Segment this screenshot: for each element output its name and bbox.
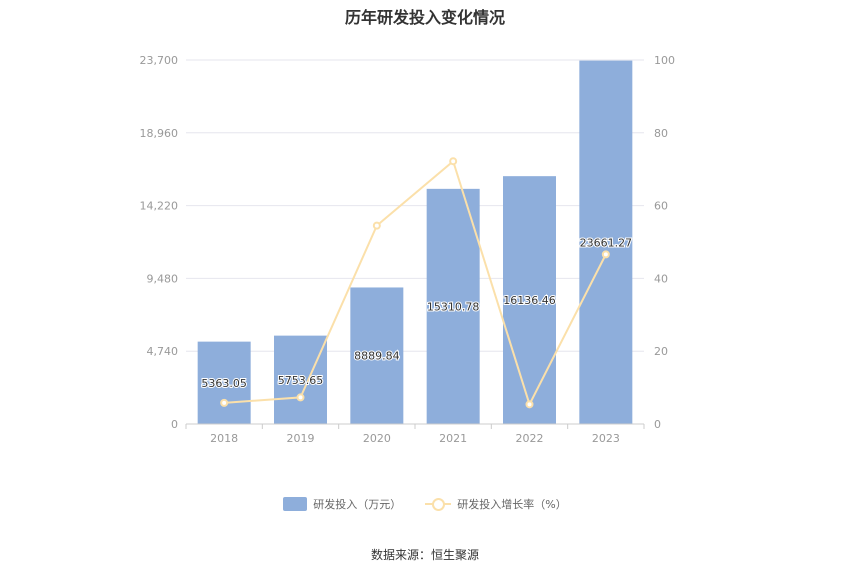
bar-series — [197, 60, 633, 424]
y-left-tick-label: 4,740 — [147, 345, 179, 358]
growth-point — [220, 398, 229, 407]
x-tick-label: 2021 — [439, 432, 467, 445]
legend-bar-label: 研发投入（万元） — [313, 498, 402, 511]
x-tick-label: 2020 — [363, 432, 391, 445]
legend-line-swatch — [425, 497, 452, 511]
legend-bar-swatch — [283, 497, 308, 511]
y-left-tick-label: 23,700 — [140, 54, 179, 67]
bar-value-label: 16136.46 — [503, 294, 556, 307]
y-left-tick-label: 9,480 — [147, 272, 179, 285]
bar-value-label: 15310.78 — [427, 300, 480, 313]
bar — [503, 176, 556, 424]
bar-value-label: 5363.05 — [201, 377, 247, 390]
chart-title: 历年研发投入变化情况 — [344, 8, 505, 27]
x-tick-label: 2022 — [516, 432, 544, 445]
x-tick-label: 2018 — [210, 432, 238, 445]
y-right-tick-label: 20 — [654, 345, 668, 358]
y-right-tick-label: 60 — [654, 200, 668, 213]
bar-value-label: 5753.65 — [278, 374, 324, 387]
growth-point — [296, 393, 305, 402]
y-right-tick-label: 0 — [654, 418, 661, 431]
growth-point — [372, 221, 381, 230]
x-tick-label: 2019 — [287, 432, 315, 445]
x-tick-label: 2023 — [592, 432, 620, 445]
growth-point — [449, 157, 458, 166]
line-series — [220, 157, 610, 409]
legend-item-line[interactable]: 研发投入增长率（%） — [425, 496, 567, 512]
bar-value-label: 8889.84 — [354, 350, 400, 363]
bar — [197, 341, 251, 424]
growth-point — [525, 400, 534, 409]
bar — [426, 188, 480, 424]
y-left-tick-label: 18,960 — [140, 127, 179, 140]
y-right-tick-label: 80 — [654, 127, 668, 140]
left-axis: 0 4,740 9,480 14,220 18,960 23,700 — [140, 54, 179, 431]
y-right-tick-label: 40 — [654, 272, 668, 285]
x-axis: 2018 2019 2020 2021 2022 2023 — [185, 423, 645, 445]
legend-line-label: 研发投入增长率（%） — [457, 498, 567, 511]
right-axis: 0 20 40 60 80 100 — [654, 54, 675, 431]
legend-item-bar[interactable]: 研发投入（万元） — [283, 496, 401, 512]
growth-point — [601, 250, 610, 259]
grid-lines — [186, 59, 644, 352]
bar — [274, 335, 327, 424]
legend: 研发投入（万元） 研发投入增长率（%） — [0, 496, 850, 512]
chart-canvas: 0 4,740 9,480 14,220 18,960 23,700 0 20 40 60 80 1… — [140, 54, 676, 445]
growth-line — [224, 159, 607, 407]
y-left-tick-label: 0 — [171, 418, 178, 431]
bar — [579, 60, 633, 424]
y-left-tick-label: 14,220 — [140, 200, 179, 213]
y-right-tick-label: 100 — [654, 54, 675, 67]
bar-value-label: 23661.27 — [580, 236, 633, 249]
bar — [350, 287, 404, 424]
data-source: 数据来源：恒生聚源 — [370, 548, 479, 562]
data-labels: 5363.05 5753.65 8889.84 15310.78 16136.46 236… — [200, 235, 633, 391]
